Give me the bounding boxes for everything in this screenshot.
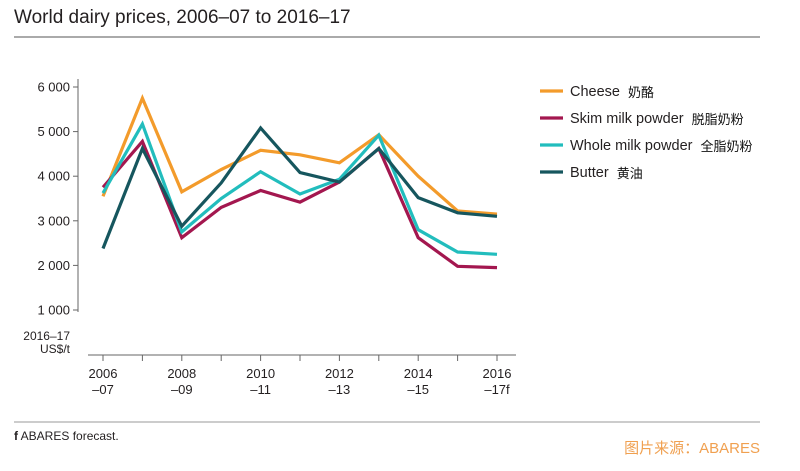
x-tick-sublabel: –17f xyxy=(484,382,510,397)
series-line-butter xyxy=(101,125,498,250)
chart-title: World dairy prices, 2006–07 to 2016–17 xyxy=(14,7,351,28)
x-tick-label: 2012 xyxy=(325,366,354,381)
legend-label-cn-skim-milk-powder: 脱脂奶粉 xyxy=(692,113,744,128)
x-tick-sublabel: –11 xyxy=(250,382,271,397)
legend-label-cn-cheese: 奶酪 xyxy=(628,85,654,101)
y-unit-label: 2016–17 xyxy=(23,329,70,343)
y-tick-label: 6 000 xyxy=(37,80,70,95)
x-tick-label: 2010 xyxy=(246,366,275,381)
x-tick-sublabel: –13 xyxy=(329,382,351,397)
legend-label-cn-butter: 黄油 xyxy=(617,167,643,182)
legend-label-skim-milk-powder: Skim milk powder xyxy=(570,111,684,127)
footnote-text: ABARES forecast. xyxy=(18,429,119,443)
x-tick-label: 2006 xyxy=(89,366,118,381)
legend-label-cheese: Cheese xyxy=(570,84,620,100)
y-tick-label: 5 000 xyxy=(37,124,70,139)
y-tick-label: 3 000 xyxy=(37,213,70,228)
x-tick-sublabel: –07 xyxy=(92,382,114,397)
legend: Cheese 奶酪 Skim milk powder 脱脂奶粉 Whole milk p… xyxy=(540,84,753,182)
y-tick-label: 1 000 xyxy=(37,303,70,318)
axes: 1 000 2 000 3 000 4 000 5 000 6 000 2016–17US$… xyxy=(23,79,516,397)
x-tick-sublabel: –15 xyxy=(407,382,429,397)
series-line-whole-milk-powder xyxy=(101,120,498,256)
series-lines xyxy=(101,93,498,270)
x-tick-label: 2014 xyxy=(404,366,433,381)
y-unit-label: US$/t xyxy=(40,342,71,356)
series-line-skim-milk-powder xyxy=(101,138,498,270)
legend-label-whole-milk-powder: Whole milk powder xyxy=(570,138,693,154)
footnote-marker: f xyxy=(14,429,19,443)
footnote: f ABARES forecast. xyxy=(14,429,119,443)
y-tick-label: 4 000 xyxy=(37,169,70,184)
legend-label-cn-whole-milk-powder: 全脂奶粉 xyxy=(701,139,753,155)
x-tick-label: 2016 xyxy=(483,366,512,381)
series-line-cheese xyxy=(101,93,498,216)
x-tick-sublabel: –09 xyxy=(171,382,193,397)
legend-label-butter: Butter xyxy=(570,165,609,181)
y-tick-label: 2 000 xyxy=(37,258,70,273)
image-credit: 图片来源：ABARES xyxy=(624,440,760,457)
x-tick-label: 2008 xyxy=(167,366,196,381)
